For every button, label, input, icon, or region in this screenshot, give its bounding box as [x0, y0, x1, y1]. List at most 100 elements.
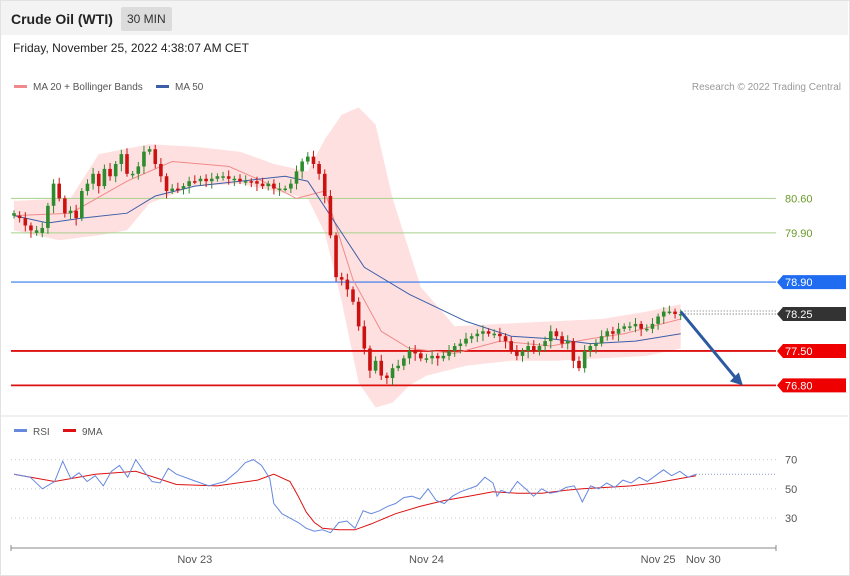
candle-body [481, 331, 485, 334]
candle-body [306, 156, 310, 162]
candle-body [452, 346, 457, 351]
candle-body [68, 210, 73, 214]
candle-body [447, 350, 451, 356]
candle-body [17, 215, 22, 219]
candle-body [509, 341, 513, 351]
candle-body [266, 183, 271, 187]
candle-body [339, 277, 344, 280]
candle-body [650, 323, 655, 329]
candle-body [136, 166, 141, 174]
candle-body [260, 183, 265, 187]
candle-body [526, 346, 530, 351]
candle-body [238, 178, 242, 182]
candle-body [181, 186, 186, 189]
candle-body [413, 350, 417, 354]
candle-body [577, 360, 581, 369]
rsi-tick-label: 30 [785, 513, 797, 525]
candle-body [159, 163, 163, 177]
rsi-legend-label: RSI [33, 427, 50, 438]
candle-body [396, 365, 400, 369]
candle-body [40, 227, 45, 233]
ma20-line [13, 160, 681, 354]
candle-body [277, 188, 282, 191]
candle-body [74, 210, 78, 219]
candle-body [204, 178, 208, 182]
candle-body [34, 230, 39, 233]
current-price-tag [777, 307, 846, 322]
candle-body [176, 188, 180, 191]
candle-body [85, 183, 90, 192]
rsi-tick-label: 50 [785, 484, 797, 496]
current-price-label: 78.25 [785, 309, 813, 321]
candle-body [554, 331, 559, 337]
price-panel: MA 20 + Bollinger Bands MA 50 Research © 2… [1, 82, 848, 417]
candle-body [362, 326, 367, 349]
candle-body [435, 355, 440, 359]
support-label: 77.50 [785, 346, 813, 358]
candle-body [633, 323, 638, 327]
candle-body [503, 336, 508, 342]
candle-body [622, 326, 626, 329]
candle-body [221, 176, 225, 178]
bollinger-band [14, 107, 681, 408]
candle-body [515, 350, 519, 356]
candle-body [385, 375, 389, 379]
x-tick-label: Nov 23 [177, 554, 212, 566]
rsi-legend-swatch [63, 429, 76, 432]
candle-body [486, 331, 491, 334]
legend-swatch [14, 85, 27, 88]
candle-body [328, 195, 333, 236]
rsi-9ma-line [13, 470, 697, 531]
candle-body [356, 301, 361, 327]
candle-body [532, 346, 536, 351]
support-tag [777, 378, 846, 393]
x-tick-label: Nov 30 [686, 554, 721, 566]
candle-body [616, 328, 621, 334]
candle-body [57, 183, 61, 199]
candle-body [142, 151, 146, 167]
candle-body [23, 218, 28, 226]
candle-body [226, 176, 231, 179]
candle-body [667, 311, 672, 314]
candle-body [294, 171, 299, 184]
x-tick-label: Nov 24 [409, 554, 444, 566]
candle-body [594, 343, 598, 347]
candle-body [571, 341, 576, 361]
candle-body [678, 314, 683, 316]
candle-body [63, 198, 67, 214]
candle-body [656, 316, 660, 324]
candle-body [119, 154, 124, 164]
candle-body [520, 350, 525, 356]
candle-body [368, 348, 372, 371]
candle-body [469, 336, 474, 339]
timeframe-badge[interactable]: 30 MIN [121, 7, 172, 31]
rsi-panel: RSI 9MA 30 50 70 Nov 23 Nov 24 Nov 25 Nov 30 [10, 427, 797, 566]
candle-body [164, 176, 169, 192]
candle-body [639, 323, 643, 329]
candle-body [193, 181, 197, 183]
candle-body [334, 235, 338, 278]
candle-body [379, 360, 384, 376]
candle-body [198, 178, 203, 182]
candle-body [300, 161, 304, 172]
candle-body [560, 336, 564, 344]
rsi-line [13, 458, 697, 534]
candle-body [464, 338, 468, 344]
candle-body [289, 183, 293, 189]
candle-body [187, 181, 191, 187]
rsi-legend-label: 9MA [82, 427, 103, 438]
x-tick-label: Nov 25 [641, 554, 676, 566]
candle-body [12, 213, 16, 216]
candle-body [430, 355, 434, 359]
candle-body [46, 205, 50, 228]
candle-body [402, 358, 406, 366]
legend-label: MA 20 + Bollinger Bands [33, 82, 143, 93]
candle-body [441, 355, 446, 359]
resistance-tag [777, 275, 846, 290]
candle-body [130, 173, 135, 176]
instrument-title: Crude Oil (WTI) [11, 11, 113, 27]
candle-body [373, 360, 378, 371]
candle-body [537, 346, 542, 351]
candle-body [91, 173, 95, 184]
